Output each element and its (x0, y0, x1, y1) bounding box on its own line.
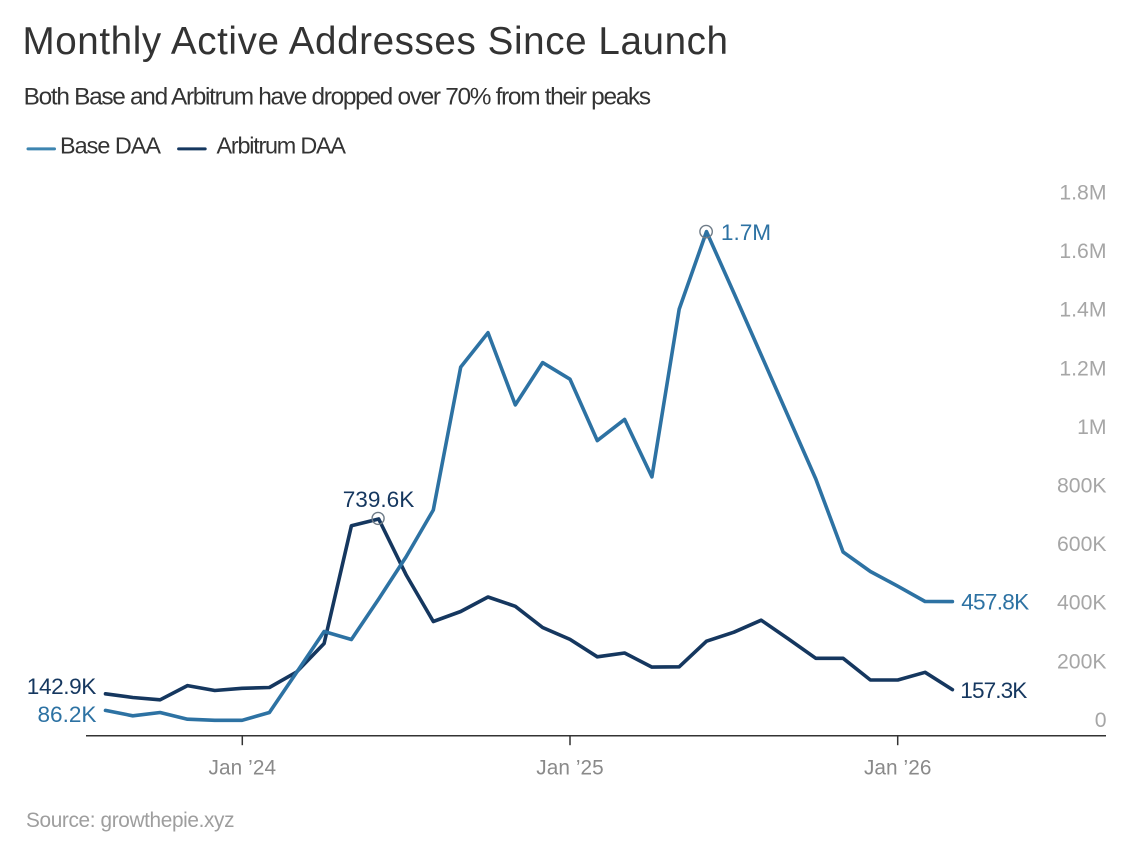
svg-text:86.2K: 86.2K (37, 702, 96, 727)
svg-text:800K: 800K (1057, 475, 1106, 498)
svg-text:Jan ’26: Jan ’26 (864, 757, 932, 780)
svg-text:Jan ’24: Jan ’24 (209, 757, 276, 780)
svg-text:739.6K: 739.6K (343, 487, 415, 512)
svg-text:Jan ’25: Jan ’25 (536, 757, 604, 780)
svg-text:Arbitrum DAA: Arbitrum DAA (217, 133, 347, 159)
svg-text:Both Base and Arbitrum have dr: Both Base and Arbitrum have dropped over… (24, 83, 652, 110)
svg-text:142.9K: 142.9K (27, 674, 97, 699)
svg-text:Monthly Active Addresses Since: Monthly Active Addresses Since Launch (23, 20, 729, 63)
svg-text:1.2M: 1.2M (1059, 357, 1106, 380)
svg-text:400K: 400K (1057, 592, 1106, 615)
svg-text:1.8M: 1.8M (1059, 182, 1106, 205)
svg-text:0: 0 (1095, 709, 1107, 732)
svg-text:1.6M: 1.6M (1059, 240, 1106, 263)
svg-text:600K: 600K (1057, 533, 1106, 556)
svg-text:200K: 200K (1057, 650, 1106, 673)
svg-text:Base DAA: Base DAA (60, 133, 161, 159)
svg-text:1.4M: 1.4M (1059, 299, 1106, 322)
svg-text:Source: growthepie.xyz: Source: growthepie.xyz (26, 809, 235, 832)
svg-text:1.7M: 1.7M (721, 220, 771, 245)
svg-text:157.3K: 157.3K (960, 678, 1027, 703)
svg-text:1M: 1M (1077, 416, 1106, 439)
svg-text:457.8K: 457.8K (961, 589, 1029, 614)
